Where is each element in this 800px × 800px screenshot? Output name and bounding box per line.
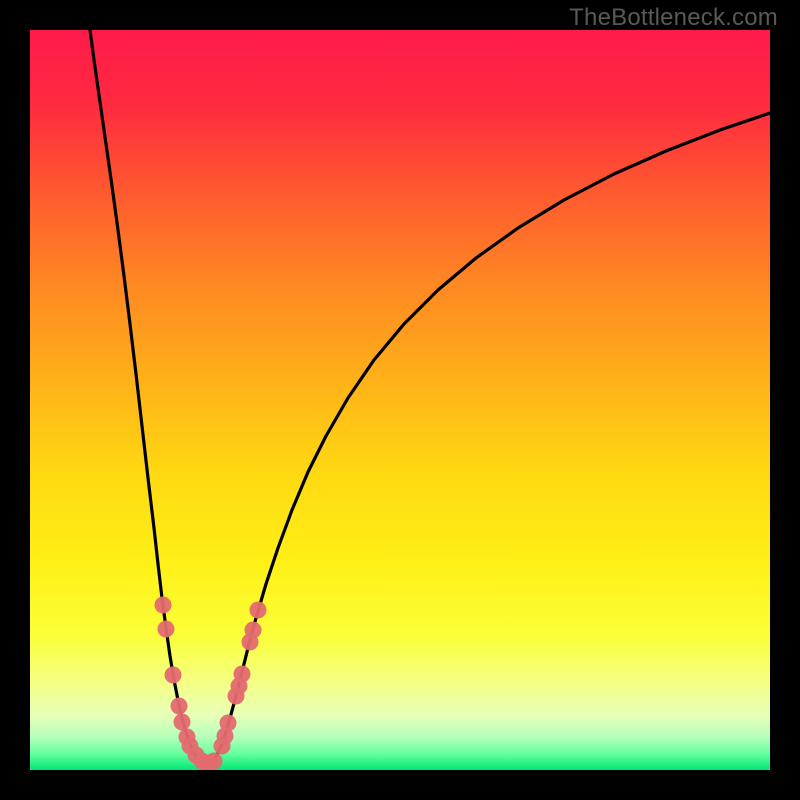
watermark-text: TheBottleneck.com bbox=[569, 4, 778, 32]
data-point bbox=[245, 622, 262, 639]
data-point bbox=[220, 715, 237, 732]
data-point bbox=[234, 666, 251, 683]
data-point bbox=[174, 714, 191, 731]
bottleneck-curve bbox=[90, 30, 770, 766]
figure-stage: TheBottleneck.com bbox=[0, 0, 800, 800]
data-point bbox=[171, 698, 188, 715]
data-point bbox=[165, 667, 182, 684]
chart-overlay bbox=[30, 30, 770, 770]
data-point bbox=[155, 597, 172, 614]
data-point bbox=[206, 753, 223, 770]
data-point-markers bbox=[155, 597, 267, 771]
data-point bbox=[158, 621, 175, 638]
data-point bbox=[250, 602, 267, 619]
plot-area bbox=[30, 30, 770, 770]
